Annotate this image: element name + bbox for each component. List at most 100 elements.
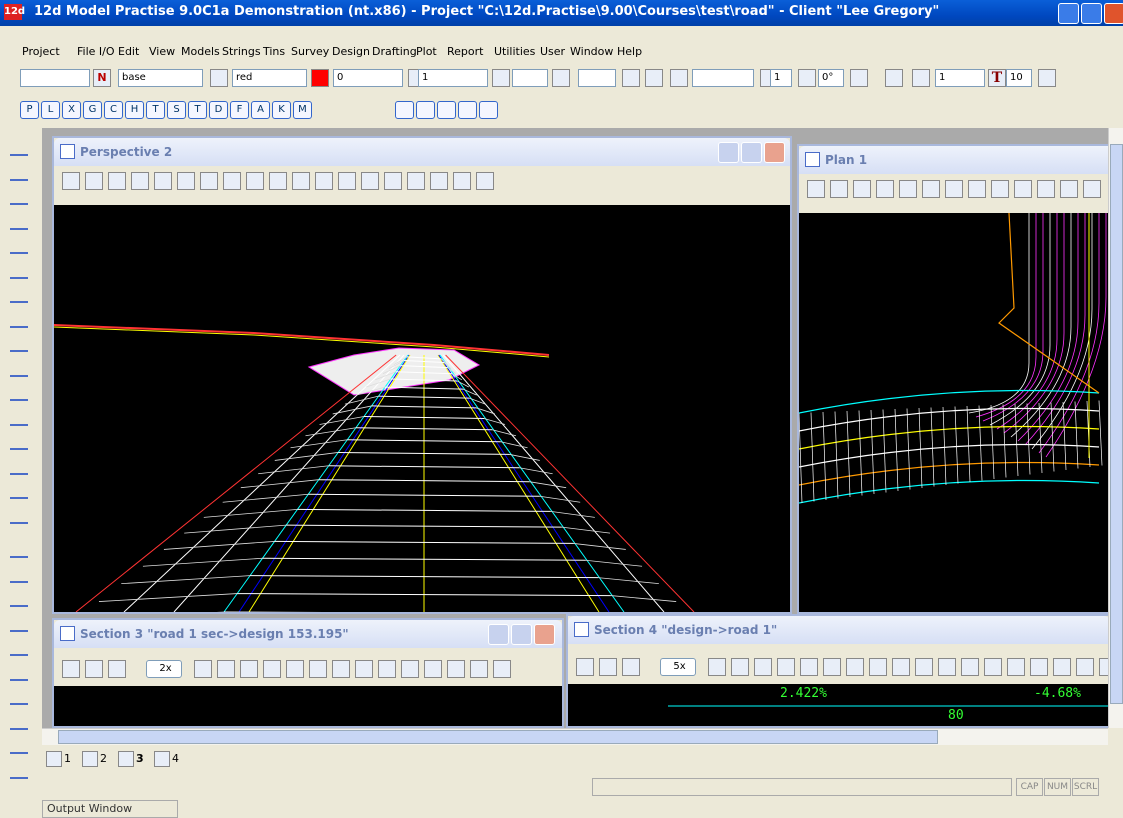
letter-button[interactable]: L xyxy=(41,101,60,119)
tool-button[interactable] xyxy=(10,212,28,230)
letter-button[interactable]: M xyxy=(293,101,312,119)
tool-button[interactable] xyxy=(10,310,28,328)
toolbar-icon[interactable] xyxy=(645,69,663,87)
view-button[interactable] xyxy=(269,172,287,190)
toolbar-icon[interactable] xyxy=(492,69,510,87)
tool-button[interactable] xyxy=(10,138,28,156)
snap-button[interactable] xyxy=(437,101,456,119)
tool-button[interactable] xyxy=(10,761,28,779)
view-button[interactable] xyxy=(355,660,373,678)
view-button[interactable] xyxy=(846,658,864,676)
toolbar-icon[interactable] xyxy=(850,69,868,87)
tool-button[interactable] xyxy=(10,687,28,705)
snap-button[interactable] xyxy=(479,101,498,119)
tool-button[interactable] xyxy=(10,663,28,681)
view-button[interactable] xyxy=(493,660,511,678)
menu-item[interactable]: Strings xyxy=(222,45,261,58)
view-button[interactable] xyxy=(378,660,396,678)
window-tab[interactable]: 4 xyxy=(172,752,179,765)
view-button[interactable] xyxy=(1037,180,1055,198)
view-button[interactable] xyxy=(315,172,333,190)
view-button[interactable] xyxy=(407,172,425,190)
view-button[interactable] xyxy=(108,660,126,678)
letter-button[interactable]: H xyxy=(125,101,144,119)
view-button[interactable] xyxy=(384,172,402,190)
tool-button[interactable] xyxy=(10,540,28,558)
minimize-button[interactable] xyxy=(718,142,739,163)
letter-button[interactable]: F xyxy=(230,101,249,119)
menu-item[interactable]: Edit xyxy=(118,45,140,58)
maximize-button[interactable] xyxy=(741,142,762,163)
tab-icon[interactable] xyxy=(154,751,170,767)
output-window-tab[interactable]: Output Window xyxy=(42,800,178,818)
view-button[interactable] xyxy=(286,660,304,678)
menu-item[interactable]: User xyxy=(540,45,566,58)
minimize-button[interactable] xyxy=(488,624,509,645)
view-button[interactable] xyxy=(1030,658,1048,676)
view-button[interactable] xyxy=(1083,180,1101,198)
snap-button[interactable] xyxy=(395,101,414,119)
letter-button[interactable]: D xyxy=(209,101,228,119)
view-button[interactable] xyxy=(177,172,195,190)
view-button[interactable] xyxy=(1099,658,1108,676)
view-button[interactable] xyxy=(576,658,594,676)
menu-item[interactable]: Design xyxy=(332,45,370,58)
view-button[interactable] xyxy=(830,180,848,198)
view-button[interactable] xyxy=(800,658,818,676)
tool-button[interactable] xyxy=(10,285,28,303)
view-button[interactable] xyxy=(622,658,640,676)
toolbar-icon[interactable] xyxy=(210,69,228,87)
toolbar-field[interactable] xyxy=(512,69,548,87)
t-button[interactable]: T xyxy=(988,69,1006,87)
tool-button[interactable] xyxy=(10,457,28,475)
view-button[interactable] xyxy=(1014,180,1032,198)
toolbar-icon[interactable] xyxy=(912,69,930,87)
toolbar-field[interactable]: 0 xyxy=(333,69,403,87)
view-button[interactable] xyxy=(853,180,871,198)
close-button[interactable] xyxy=(764,142,785,163)
toolbar-field[interactable]: 1 xyxy=(418,69,488,87)
tool-button[interactable] xyxy=(10,261,28,279)
tool-button[interactable] xyxy=(10,432,28,450)
menu-item[interactable]: Plot xyxy=(416,45,437,58)
view-button[interactable] xyxy=(892,658,910,676)
toolbar-icon[interactable] xyxy=(552,69,570,87)
scroll-thumb[interactable] xyxy=(58,730,938,744)
letter-button[interactable]: X xyxy=(62,101,81,119)
tool-button[interactable] xyxy=(10,481,28,499)
view-button[interactable] xyxy=(754,658,772,676)
view-button[interactable] xyxy=(876,180,894,198)
view-button[interactable] xyxy=(223,172,241,190)
toolbar-field[interactable]: 1 xyxy=(770,69,792,87)
view-button[interactable] xyxy=(991,180,1009,198)
view-button[interactable] xyxy=(1053,658,1071,676)
letter-button[interactable]: K xyxy=(272,101,291,119)
letter-button[interactable]: P xyxy=(20,101,39,119)
toolbar-icon[interactable] xyxy=(622,69,640,87)
scroll-thumb[interactable] xyxy=(1110,144,1123,704)
view-button[interactable] xyxy=(807,180,825,198)
menu-item[interactable]: Window xyxy=(570,45,614,58)
menu-item[interactable]: Survey xyxy=(291,45,330,58)
tool-button[interactable] xyxy=(10,334,28,352)
letter-button[interactable]: T xyxy=(188,101,207,119)
view-button[interactable] xyxy=(945,180,963,198)
view-button[interactable] xyxy=(470,660,488,678)
toolbar-icon[interactable] xyxy=(311,69,329,87)
view-button[interactable] xyxy=(401,660,419,678)
menu-item[interactable]: Project xyxy=(22,45,60,58)
view-button[interactable] xyxy=(240,660,258,678)
view-button[interactable] xyxy=(246,172,264,190)
toolbar-field[interactable]: base xyxy=(118,69,203,87)
view-button[interactable] xyxy=(823,658,841,676)
snap-button[interactable] xyxy=(416,101,435,119)
view-button[interactable] xyxy=(263,660,281,678)
maximize-button[interactable] xyxy=(1081,3,1102,24)
view-button[interactable] xyxy=(869,658,887,676)
view-button[interactable] xyxy=(1076,658,1094,676)
tool-button[interactable] xyxy=(10,638,28,656)
view-button[interactable] xyxy=(476,172,494,190)
view-button[interactable] xyxy=(961,658,979,676)
toolbar-field[interactable]: 1 xyxy=(935,69,985,87)
view-button[interactable] xyxy=(200,172,218,190)
